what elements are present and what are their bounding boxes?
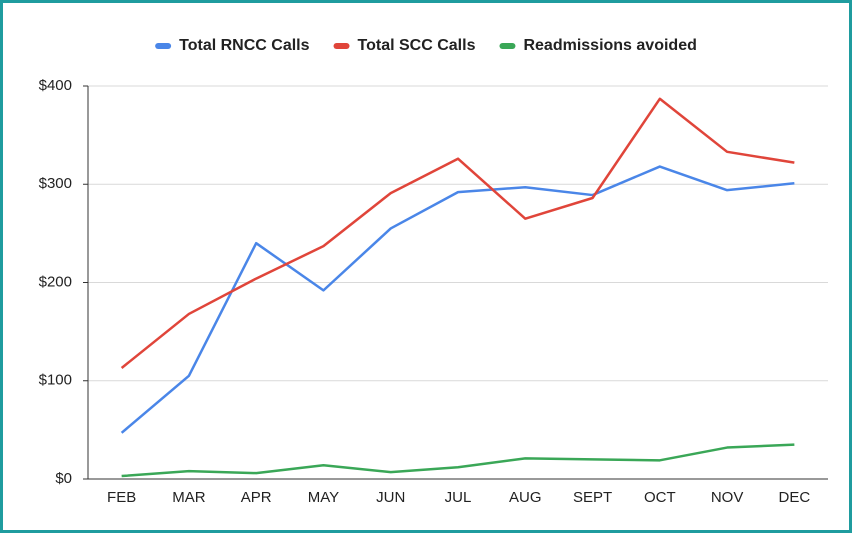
x-tick-label: FEB: [107, 489, 136, 506]
legend-label: Total SCC Calls: [358, 37, 476, 54]
x-tick-label: MAR: [172, 489, 206, 506]
y-tick-label: $300: [39, 175, 72, 192]
series-line: [120, 97, 795, 369]
x-tick-label: MAY: [308, 489, 339, 506]
legend-label: Total RNCC Calls: [179, 37, 309, 54]
legend-swatch: [155, 43, 172, 49]
series-line: [120, 165, 795, 434]
legend-swatch: [333, 43, 350, 49]
x-tick-label: JUN: [376, 489, 405, 506]
x-tick-label: APR: [241, 489, 272, 506]
y-tick-label: $200: [39, 273, 72, 290]
legend-label: Readmissions avoided: [523, 37, 696, 54]
x-tick-label: SEPT: [573, 489, 612, 506]
x-tick-label: OCT: [644, 489, 676, 506]
y-tick-label: $100: [39, 372, 72, 389]
y-tick-label: $400: [39, 77, 72, 94]
x-tick-label: JUL: [445, 489, 472, 506]
x-tick-label: AUG: [509, 489, 542, 506]
legend-swatch: [499, 43, 516, 49]
y-tick-label: $0: [55, 470, 72, 487]
series-line: [121, 443, 795, 478]
x-tick-label: NOV: [711, 489, 744, 506]
x-tick-label: DEC: [779, 489, 811, 506]
